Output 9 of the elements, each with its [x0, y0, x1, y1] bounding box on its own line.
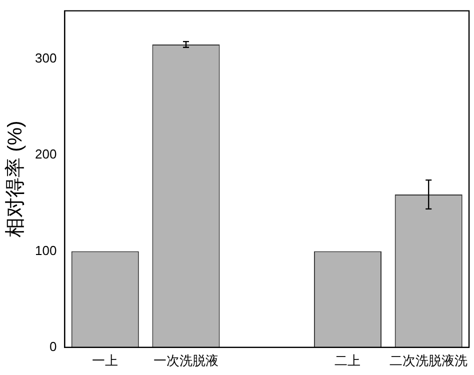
y-axis-title: 相对得率 (%)	[4, 120, 27, 238]
x-tick-label: 一上	[92, 352, 118, 368]
x-tick-label: 二次洗脱液洗	[390, 352, 468, 368]
x-tick-label: 一次洗脱液	[153, 352, 218, 368]
y-tick-label: 300	[34, 50, 57, 66]
y-tick-label: 0	[49, 338, 57, 354]
y-tick-label: 200	[34, 146, 57, 162]
x-tick-label: 二上	[334, 352, 361, 368]
y-tick-label: 100	[34, 242, 57, 258]
